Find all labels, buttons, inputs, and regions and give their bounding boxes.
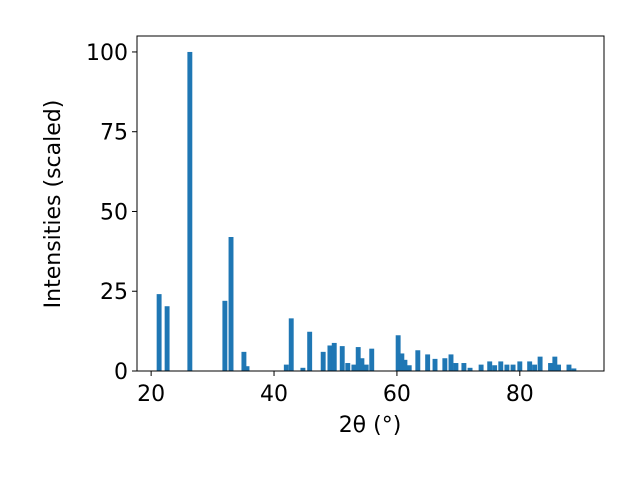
- bar: [339, 346, 345, 371]
- bar: [571, 368, 577, 371]
- bar: [487, 361, 493, 371]
- y-tick-label: 50: [100, 200, 128, 225]
- bar: [552, 356, 558, 371]
- bar: [415, 350, 421, 371]
- bar: [453, 363, 459, 371]
- bar: [566, 364, 572, 371]
- bar: [442, 358, 448, 371]
- bar: [283, 364, 289, 371]
- y-tick-label: 0: [114, 360, 128, 385]
- bar: [300, 367, 306, 371]
- bar: [448, 354, 454, 371]
- bar: [331, 342, 337, 371]
- y-tick-label: 75: [100, 121, 128, 146]
- bar: [527, 361, 533, 371]
- bar: [156, 294, 162, 371]
- bar: [467, 367, 473, 371]
- bar: [222, 300, 228, 371]
- bar: [537, 356, 543, 371]
- bar: [327, 345, 333, 371]
- bar: [406, 365, 412, 371]
- bar: [359, 358, 365, 371]
- bar: [517, 361, 523, 371]
- bar: [556, 364, 561, 371]
- bar: [288, 318, 294, 371]
- bar: [548, 363, 553, 371]
- bar: [244, 366, 250, 371]
- bar: [369, 348, 375, 371]
- bar: [432, 358, 438, 371]
- bar: [461, 363, 467, 371]
- x-tick-label: 40: [260, 382, 288, 407]
- bar: [425, 354, 431, 371]
- y-tick-label: 100: [86, 41, 128, 66]
- bar: [395, 335, 401, 371]
- bar: [241, 351, 247, 371]
- bar: [355, 347, 361, 371]
- x-tick-label: 80: [506, 382, 534, 407]
- bar: [492, 365, 498, 371]
- bar: [187, 51, 193, 371]
- bar: [164, 306, 170, 371]
- x-tick-label: 20: [137, 382, 165, 407]
- y-axis-label: Intensities (scaled): [41, 100, 66, 309]
- bar: [504, 364, 510, 371]
- x-axis-label: 2θ (°): [339, 413, 402, 438]
- bar: [510, 364, 516, 371]
- bar: [498, 361, 504, 371]
- bar: [345, 363, 351, 371]
- bar: [363, 364, 369, 371]
- bar: [228, 237, 234, 371]
- bar: [307, 331, 313, 371]
- bar: [478, 364, 484, 371]
- bar: [320, 351, 326, 371]
- bar: [402, 359, 408, 371]
- plot-frame: [136, 35, 605, 372]
- y-tick-label: 25: [100, 280, 128, 305]
- x-tick-label: 60: [383, 382, 411, 407]
- bar: [351, 364, 357, 371]
- bar: [532, 364, 538, 371]
- bar: [399, 353, 405, 371]
